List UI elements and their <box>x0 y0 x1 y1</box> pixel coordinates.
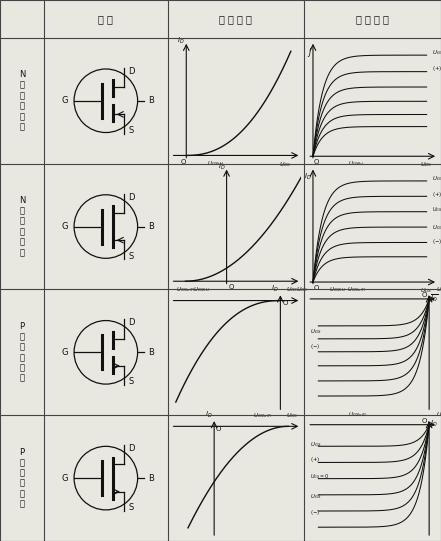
Text: 漏 极 特 性: 漏 极 特 性 <box>356 14 389 24</box>
Text: 符 号: 符 号 <box>98 14 113 24</box>
Text: $U_{GS(off)}$: $U_{GS(off)}$ <box>253 412 272 420</box>
Text: O: O <box>216 426 221 432</box>
Text: D: D <box>128 318 135 327</box>
Text: $U_{DS}$: $U_{DS}$ <box>436 410 441 419</box>
Text: $I_D$: $I_D$ <box>271 284 278 294</box>
Text: O: O <box>422 418 427 424</box>
Text: $U_{GS(th)}$: $U_{GS(th)}$ <box>193 286 211 294</box>
Text: $U_{GS}$: $U_{GS}$ <box>286 286 299 294</box>
Text: $U_{GS(th)}$: $U_{GS(th)}$ <box>329 285 348 294</box>
Text: O: O <box>181 159 186 164</box>
Text: $I_D$: $I_D$ <box>205 410 213 420</box>
Text: $(+)$: $(+)$ <box>432 64 441 73</box>
Text: B: B <box>148 473 154 483</box>
Text: D: D <box>128 67 135 76</box>
Text: S: S <box>128 503 134 512</box>
Text: $U_{DS}$: $U_{DS}$ <box>436 285 441 294</box>
Text: G: G <box>62 473 68 483</box>
Text: $U_{GS}$: $U_{GS}$ <box>310 327 321 336</box>
Text: B: B <box>148 222 154 231</box>
Text: B: B <box>148 96 154 105</box>
Text: $U_{GS(th)}$: $U_{GS(th)}$ <box>206 160 224 168</box>
Text: G: G <box>62 348 68 357</box>
Text: O: O <box>314 159 319 165</box>
Text: $(-)$: $(-)$ <box>432 237 441 246</box>
Text: $I_D$: $I_D$ <box>217 162 225 172</box>
Text: $U_{GS}$: $U_{GS}$ <box>310 440 321 448</box>
Text: O: O <box>283 300 288 306</box>
Text: $U_{GS}$: $U_{GS}$ <box>310 492 321 502</box>
Text: D: D <box>128 444 135 453</box>
Text: N
沟
道
增
强
型: N 沟 道 增 强 型 <box>19 70 25 131</box>
Text: $\overline{I_D}$: $\overline{I_D}$ <box>430 293 438 305</box>
Text: $U_{GS(off)}$: $U_{GS(off)}$ <box>348 411 367 419</box>
Text: S: S <box>128 126 134 135</box>
Text: $J$: $J$ <box>306 47 312 60</box>
Text: $(+)$: $(+)$ <box>432 190 441 199</box>
Text: N
沟
道
耗
尽
型: N 沟 道 耗 尽 型 <box>19 196 25 257</box>
Text: $U_{GS}$: $U_{GS}$ <box>432 174 441 183</box>
Text: 转 移 特 性: 转 移 特 性 <box>220 14 252 24</box>
Text: $U_{GS(b)}$: $U_{GS(b)}$ <box>348 160 364 168</box>
Text: $U_{GS(off)}$: $U_{GS(off)}$ <box>176 286 195 294</box>
Text: $U_{GS}$: $U_{GS}$ <box>286 411 299 420</box>
Text: S: S <box>128 252 134 261</box>
Text: $U_{GS}$: $U_{GS}$ <box>432 223 441 232</box>
Text: $U_{GS(off)}$: $U_{GS(off)}$ <box>347 286 366 294</box>
Text: $U_{DS}$: $U_{DS}$ <box>420 286 433 295</box>
Text: $U_{GS}=0$: $U_{GS}=0$ <box>310 472 329 481</box>
Text: $U_{GS}$: $U_{GS}$ <box>432 49 441 57</box>
Text: G: G <box>62 96 68 105</box>
Text: $U_{GS}$: $U_{GS}$ <box>296 286 309 294</box>
Text: $I_D$: $I_D$ <box>176 36 184 46</box>
Text: $U_{GS}$: $U_{GS}$ <box>279 160 292 168</box>
Text: $(+)$: $(+)$ <box>310 455 320 464</box>
Text: P
沟
道
耗
尽
型: P 沟 道 耗 尽 型 <box>19 447 25 509</box>
Text: $I_D$: $I_D$ <box>304 172 312 182</box>
Text: O: O <box>229 285 234 291</box>
Text: $U_{DS}$: $U_{DS}$ <box>420 160 433 169</box>
Text: S: S <box>128 377 134 386</box>
Text: $(-)$: $(-)$ <box>310 507 320 517</box>
Text: D: D <box>128 193 135 202</box>
Text: P
沟
道
增
强
型: P 沟 道 增 强 型 <box>19 322 25 383</box>
Text: $U_{GS}=0$: $U_{GS}=0$ <box>432 205 441 214</box>
Text: O: O <box>314 285 319 291</box>
Text: O: O <box>422 292 427 299</box>
Text: $(-)$: $(-)$ <box>310 342 320 351</box>
Text: $I_D$: $I_D$ <box>430 419 438 429</box>
Text: B: B <box>148 348 154 357</box>
Text: G: G <box>62 222 68 231</box>
